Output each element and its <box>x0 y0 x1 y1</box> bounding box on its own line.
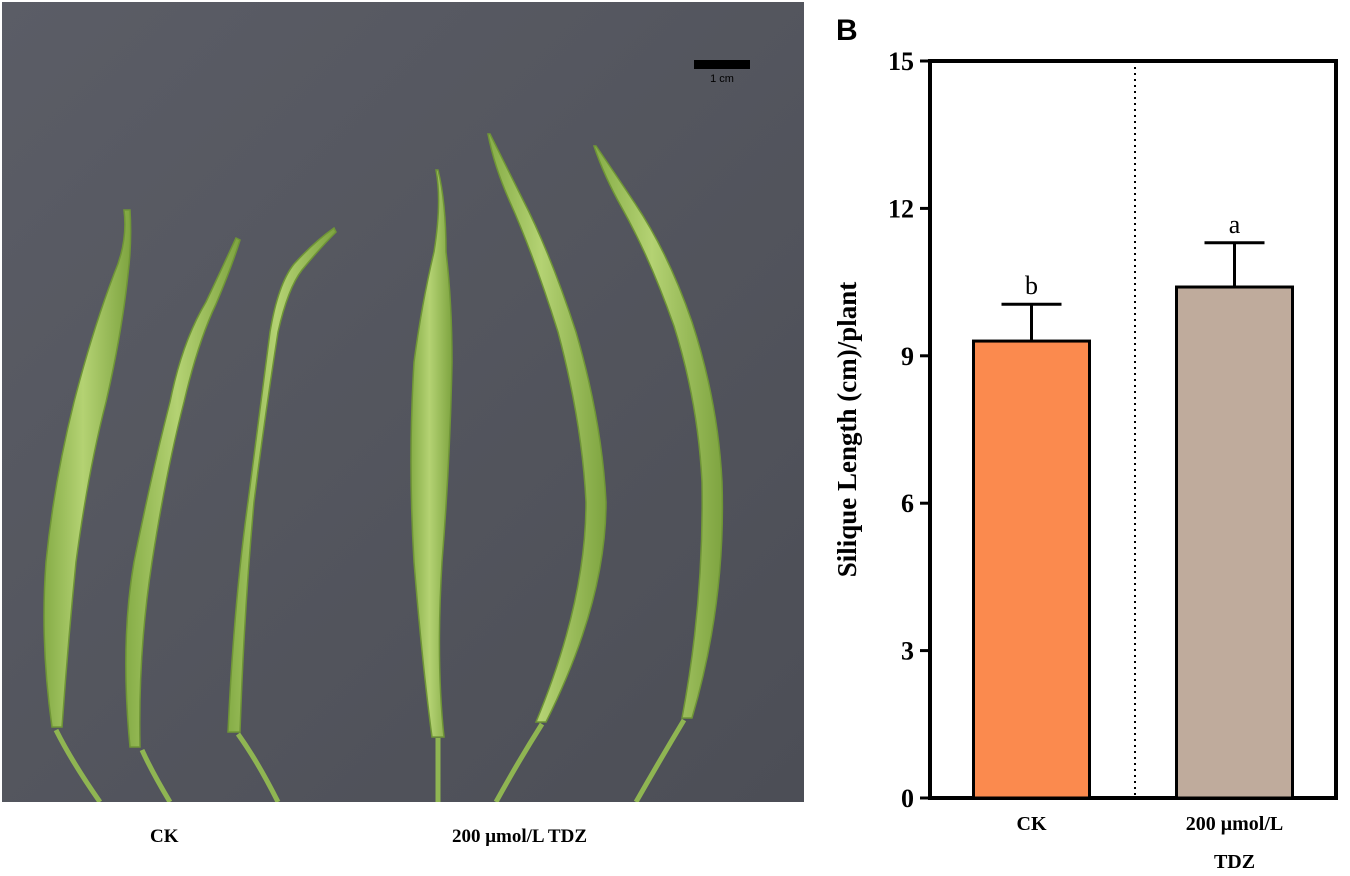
silique-ck-2 <box>125 236 241 802</box>
panel-b-letter: B <box>836 14 858 47</box>
silique-tdz-2 <box>487 133 607 802</box>
y-tick-label: 12 <box>888 194 914 223</box>
silique-tdz-1 <box>410 169 453 802</box>
y-tick-label: 6 <box>901 489 914 518</box>
y-tick-label: 0 <box>901 784 914 813</box>
significance-label-2: a <box>1229 210 1241 239</box>
silique-ck-3 <box>227 226 337 802</box>
y-tick-label: 3 <box>901 637 914 666</box>
photo-caption-tdz: 200 μmol/L TDZ <box>452 826 588 847</box>
bar-chart: 0 3 6 9 12 15 Silique Length (cm)/plant b CK a 200… <box>832 47 1338 873</box>
y-tick-label: 9 <box>901 342 914 371</box>
bar-2 <box>1175 285 1294 800</box>
x-tick-label: TDZ <box>1214 851 1255 873</box>
x-tick-label: 200 μmol/L <box>1186 813 1283 835</box>
scale-bar-label: 1 cm <box>710 73 734 85</box>
scale-bar: 1 cm <box>694 60 750 85</box>
silique-ck-1 <box>43 209 132 802</box>
y-tick-label: 15 <box>888 47 914 76</box>
silique-tdz-3 <box>592 145 724 802</box>
y-axis-label: Silique Length (cm)/plant <box>832 282 862 578</box>
bar-1 <box>972 339 1091 800</box>
significance-label-1: b <box>1025 271 1038 300</box>
x-tick-label: CK <box>1017 813 1047 835</box>
plot-frame <box>928 59 1338 800</box>
photo-caption-ck: CK <box>150 826 179 847</box>
silique-photo: 1 cm <box>2 2 804 802</box>
